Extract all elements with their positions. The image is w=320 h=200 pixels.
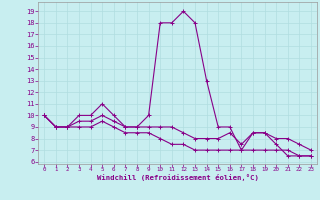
X-axis label: Windchill (Refroidissement éolien,°C): Windchill (Refroidissement éolien,°C)	[97, 174, 259, 181]
